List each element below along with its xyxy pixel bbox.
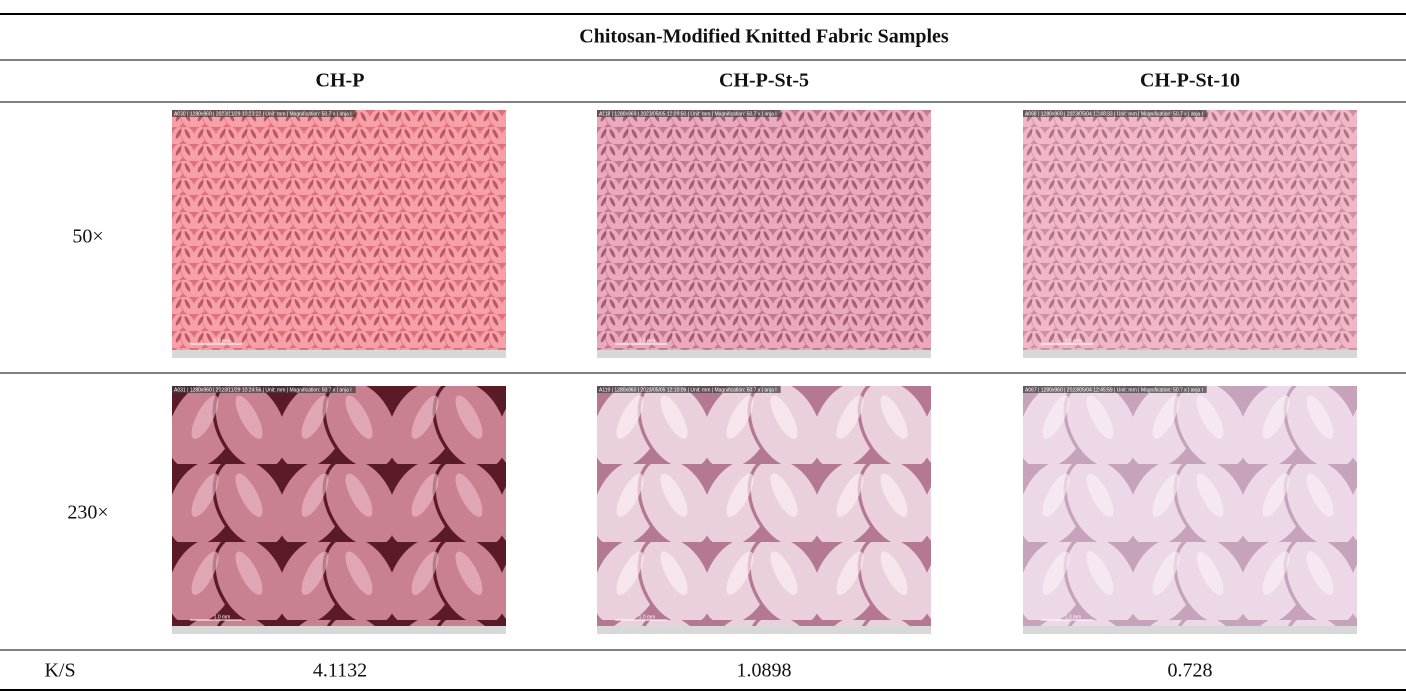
column-header: CH-P-St-10 [1140,70,1240,92]
scale-strip [597,350,931,358]
image-caption: A030 | 1280x960 | 2023/11/29 10:23:22 | … [174,111,352,117]
row-label: 230× [67,502,108,524]
row-label: K/S [44,660,75,682]
micrograph: A030 | 1280x960 | 2023/11/29 10:23:22 | … [172,110,506,358]
image-caption: A068 | 1280x960 | 2023/05/04 12:48:33 | … [1025,111,1203,117]
caption-bg [1023,386,1207,393]
image-caption: A031 | 1280x960 | 2023/11/29 10:24:56 | … [174,387,352,393]
column-header: CH-P-St-5 [719,70,809,92]
caption-bg [597,386,781,393]
scale-label: 1.0 mm [1065,614,1082,620]
row-label: 50× [72,226,103,248]
micrograph-image [172,110,506,350]
ks-value: 4.1132 [313,660,367,682]
scale-strip [597,626,931,634]
scale-strip [1023,626,1357,634]
micrograph-image [1023,110,1357,350]
scale-label: 1.0 mm [639,614,656,620]
column-header: CH-P [316,70,365,92]
scale-strip [1023,350,1357,358]
scale-label: 1.0 mm [214,614,231,620]
micrograph-image [597,386,931,626]
table-title: Chitosan-Modified Knitted Fabric Samples [579,26,949,48]
scale-label: 1.0 mm [1065,338,1082,344]
micrograph-image [597,110,931,350]
micrograph: A031 | 1280x960 | 2023/11/29 10:24:56 | … [172,386,506,634]
caption-bg [172,110,356,117]
micrograph: A118 | 1280x960 | 2023/05/05 12:09:50 | … [597,110,931,358]
ks-value: 0.728 [1168,660,1213,682]
micrograph-image [172,386,506,626]
micrograph: A067 | 1280x960 | 2023/05/04 12:45:59 | … [1023,386,1357,634]
image-caption: A118 | 1280x960 | 2023/05/05 12:09:50 | … [599,111,777,117]
scale-label: 1.0 mm [214,338,231,344]
caption-bg [597,110,781,117]
scale-label: 1.0 mm [639,338,656,344]
caption-bg [172,386,356,393]
caption-bg [1023,110,1207,117]
ks-value: 1.0898 [737,660,792,682]
scale-strip [172,350,506,358]
image-caption: A119 | 1280x960 | 2023/05/05 12:10:09 | … [599,387,777,393]
micrograph-image [1023,386,1357,626]
micrograph: A068 | 1280x960 | 2023/05/04 12:48:33 | … [1023,110,1357,358]
scale-strip [172,626,506,634]
micrograph: A119 | 1280x960 | 2023/05/05 12:10:09 | … [597,386,931,634]
image-caption: A067 | 1280x960 | 2023/05/04 12:45:59 | … [1025,387,1203,393]
